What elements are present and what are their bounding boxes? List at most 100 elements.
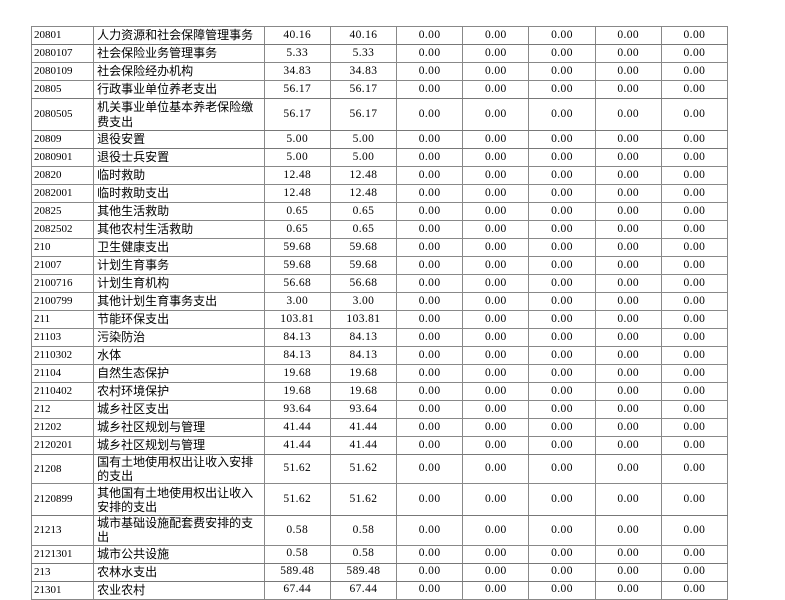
row-value-cell-6: 0.00 (594, 310, 662, 329)
row-value-cell-2: 3.00 (329, 292, 398, 311)
row-code-cell: 21007 (30, 256, 95, 275)
row-value-cell-6: 0.00 (594, 328, 662, 347)
row-name-cell: 退役安置 (93, 130, 265, 149)
row-value-cell-5: 0.00 (528, 62, 596, 81)
row-value-cell-3: 0.00 (396, 292, 464, 311)
row-value-cell-6: 0.00 (594, 80, 662, 99)
row-value-cell-6: 0.00 (594, 400, 662, 419)
row-value-cell-1: 84.13 (263, 346, 331, 365)
row-name-cell: 城乡社区规划与管理 (93, 418, 265, 437)
row-value-cell-7: 0.00 (660, 202, 729, 221)
row-value-cell-6: 0.00 (594, 436, 662, 455)
row-value-cell-3: 0.00 (396, 364, 464, 383)
row-value-cell-1: 84.13 (263, 328, 331, 347)
row-value-cell-5: 0.00 (528, 148, 596, 167)
row-code-cell: 21213 (30, 515, 95, 546)
row-code-cell: 2082502 (30, 220, 95, 239)
row-value-cell-3: 0.00 (396, 382, 464, 401)
row-value-cell-1: 56.17 (263, 80, 331, 99)
row-value-cell-7: 0.00 (660, 44, 729, 63)
row-value-cell-6: 0.00 (594, 130, 662, 149)
row-value-cell-6: 0.00 (594, 220, 662, 239)
table-row: 21103 污染防治 84.13 84.13 0.00 0.00 0.00 0.00 0.00 (30, 328, 729, 347)
table-row: 2120201 城乡社区规划与管理 41.44 41.44 0.00 0.00 0.00 0.… (30, 436, 729, 455)
row-value-cell-3: 0.00 (396, 166, 464, 185)
row-value-cell-7: 0.00 (660, 148, 729, 167)
row-value-cell-4: 0.00 (462, 562, 530, 582)
row-value-cell-4: 0.00 (462, 80, 530, 99)
row-value-cell-2: 19.68 (329, 382, 398, 401)
row-value-cell-7: 0.00 (660, 256, 729, 275)
row-value-cell-7: 0.00 (660, 26, 729, 45)
row-value-cell-7: 0.00 (660, 562, 729, 582)
row-value-cell-2: 59.68 (329, 238, 398, 257)
row-value-cell-4: 0.00 (462, 436, 530, 455)
row-value-cell-4: 0.00 (462, 274, 530, 293)
table-row: 211 节能环保支出 103.81 103.81 0.00 0.00 0.00 0.00 0.0… (30, 310, 729, 329)
row-value-cell-5: 0.00 (528, 184, 596, 203)
row-value-cell-5: 0.00 (528, 238, 596, 257)
row-value-cell-1: 19.68 (263, 364, 331, 383)
row-value-cell-3: 0.00 (396, 483, 464, 517)
row-value-cell-5: 0.00 (528, 310, 596, 329)
row-value-cell-1: 93.64 (263, 400, 331, 419)
row-value-cell-3: 0.00 (396, 98, 464, 131)
row-value-cell-4: 0.00 (462, 166, 530, 185)
row-value-cell-4: 0.00 (462, 544, 530, 564)
row-code-cell: 20820 (30, 166, 95, 185)
row-name-cell: 卫生健康支出 (93, 238, 265, 257)
row-value-cell-1: 67.44 (263, 580, 331, 600)
table-row: 213 农林水支出 589.48 589.48 0.00 0.00 0.00 0.00 0.00 (30, 562, 729, 582)
row-value-cell-1: 59.68 (263, 238, 331, 257)
row-name-cell: 其他计划生育事务支出 (93, 292, 265, 311)
row-value-cell-4: 0.00 (462, 98, 530, 131)
row-value-cell-3: 0.00 (396, 562, 464, 582)
table-row: 21301 农业农村 67.44 67.44 0.00 0.00 0.00 0.00 0.00 (30, 580, 729, 600)
row-name-cell: 计划生育机构 (93, 274, 265, 293)
row-value-cell-6: 0.00 (594, 62, 662, 81)
row-value-cell-6: 0.00 (594, 274, 662, 293)
row-name-cell: 水体 (93, 346, 265, 365)
row-value-cell-6: 0.00 (594, 382, 662, 401)
row-name-cell: 国有土地使用权出让收入安排的支出 (93, 453, 265, 485)
table-body: 20801 人力资源和社会保障管理事务 40.16 40.16 0.00 0.00 0.00… (30, 26, 729, 600)
row-value-cell-4: 0.00 (462, 310, 530, 329)
row-value-cell-4: 0.00 (462, 184, 530, 203)
row-value-cell-6: 0.00 (594, 98, 662, 131)
row-value-cell-7: 0.00 (660, 328, 729, 347)
row-code-cell: 20801 (30, 26, 95, 45)
table-row: 21213 城市基础设施配套费安排的支出 0.58 0.58 0.00 0.00 0.00 0… (30, 515, 729, 546)
row-value-cell-5: 0.00 (528, 166, 596, 185)
row-value-cell-5: 0.00 (528, 220, 596, 239)
table-row: 20805 行政事业单位养老支出 56.17 56.17 0.00 0.00 0.00 0.0… (30, 80, 729, 99)
row-value-cell-7: 0.00 (660, 483, 729, 517)
row-value-cell-5: 0.00 (528, 580, 596, 600)
row-value-cell-2: 0.65 (329, 202, 398, 221)
row-value-cell-1: 5.00 (263, 148, 331, 167)
row-value-cell-7: 0.00 (660, 346, 729, 365)
row-value-cell-4: 0.00 (462, 328, 530, 347)
row-value-cell-3: 0.00 (396, 220, 464, 239)
row-code-cell: 2110302 (30, 346, 95, 365)
row-value-cell-2: 12.48 (329, 166, 398, 185)
row-code-cell: 21301 (30, 580, 95, 600)
row-code-cell: 21103 (30, 328, 95, 347)
row-name-cell: 城乡社区支出 (93, 400, 265, 419)
table-row: 210 卫生健康支出 59.68 59.68 0.00 0.00 0.00 0.00 0.00 (30, 238, 729, 257)
row-value-cell-2: 56.17 (329, 80, 398, 99)
table-row: 2100799 其他计划生育事务支出 3.00 3.00 0.00 0.00 0.00 0.0… (30, 292, 729, 311)
row-value-cell-6: 0.00 (594, 184, 662, 203)
row-value-cell-7: 0.00 (660, 292, 729, 311)
row-name-cell: 污染防治 (93, 328, 265, 347)
table-row: 2110402 农村环境保护 19.68 19.68 0.00 0.00 0.00 0.00 0… (30, 382, 729, 401)
row-value-cell-6: 0.00 (594, 364, 662, 383)
row-value-cell-7: 0.00 (660, 418, 729, 437)
row-value-cell-6: 0.00 (594, 515, 662, 546)
row-value-cell-7: 0.00 (660, 310, 729, 329)
row-value-cell-1: 0.58 (263, 515, 331, 546)
row-value-cell-2: 12.48 (329, 184, 398, 203)
row-value-cell-7: 0.00 (660, 238, 729, 257)
row-code-cell: 2120899 (30, 483, 95, 517)
row-value-cell-3: 0.00 (396, 202, 464, 221)
row-value-cell-7: 0.00 (660, 166, 729, 185)
